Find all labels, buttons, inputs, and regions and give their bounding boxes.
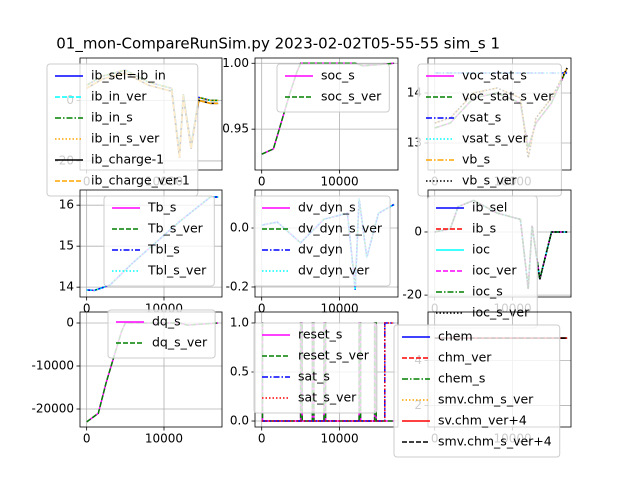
- series-line: [86, 69, 219, 155]
- legend-label: Tb_s: [147, 200, 176, 215]
- legend-label: vb_s: [462, 152, 490, 167]
- legend-label: ib_in_s_ver: [91, 131, 160, 146]
- legend-label: chm_ver: [438, 350, 492, 365]
- x-tick-label: 0: [258, 432, 266, 446]
- legend-box: [393, 324, 561, 458]
- legend-label: ib_sel: [472, 200, 507, 215]
- legend: dv_dyn_s dv_dyn_s_ver dv_dyn dv_dyn_ver: [253, 195, 391, 287]
- x-tick-label: 10000: [320, 175, 358, 189]
- legend-label: ib_s: [472, 221, 496, 236]
- legend-label: ioc_s: [472, 284, 503, 299]
- legend-label: vsat_s: [462, 110, 501, 125]
- legend-label: ib_charge_ver-1: [91, 173, 190, 188]
- y-tick-label: 1.0: [230, 315, 249, 329]
- legend-label: smv.chm_s_ver: [438, 392, 534, 407]
- legend-label: dv_dyn_ver: [298, 263, 370, 278]
- legend-label: smv.chm_s_ver+4: [438, 434, 552, 449]
- legend: chem chm_ver chem_s smv.chm_s_ver sv.chm_ver…: [393, 324, 561, 458]
- legend-label: Tbl_s_ver: [147, 263, 207, 278]
- figure-title: 01_mon-CompareRunSim.py 2023-02-02T05-55…: [56, 35, 500, 54]
- y-tick-label: 16: [59, 198, 74, 212]
- legend-label: dq_s: [152, 314, 181, 329]
- legend-label: voc_stat_s_ver: [462, 89, 554, 104]
- legend: voc_stat_s voc_stat_s_ver vsat_s vsat_s_ver…: [417, 63, 562, 197]
- legend-label: chem: [438, 329, 473, 344]
- legend-label: Tb_s_ver: [147, 221, 204, 236]
- y-tick-label: -20: [402, 288, 422, 302]
- legend-label: sat_s_ver: [298, 390, 357, 405]
- y-tick-label: 0: [414, 224, 422, 238]
- x-tick-label: 0: [258, 175, 266, 189]
- legend-label: dv_dyn_s: [298, 200, 356, 215]
- legend-label: ib_sel=ib_in: [91, 68, 166, 83]
- legend-label: ib_in_s: [91, 110, 133, 125]
- y-tick-label: 0.0: [230, 221, 249, 235]
- legend-label: sv.chm_ver+4: [438, 413, 527, 428]
- legend-label: reset_s: [298, 327, 342, 342]
- y-tick-label: 0: [66, 315, 74, 329]
- y-tick-label: 0.0: [230, 414, 249, 428]
- legend-label: ioc_ver: [472, 263, 517, 278]
- legend: reset_s reset_s_ver sat_s sat_s_ver: [253, 322, 378, 414]
- x-tick-label: 0: [83, 302, 91, 316]
- y-tick-label: -0.2: [226, 279, 249, 293]
- legend: soc_s soc_s_ver: [276, 63, 390, 113]
- x-tick-label: 0: [83, 432, 91, 446]
- x-tick-label: 10000: [145, 432, 183, 446]
- legend-label: dv_dyn: [298, 242, 343, 257]
- legend-label: reset_s_ver: [298, 348, 370, 363]
- axes-frame: [254, 57, 399, 171]
- legend-label: vb_s_ver: [462, 173, 517, 188]
- legend-label: ib_charge-1: [91, 152, 164, 167]
- legend-label: dv_dyn_s_ver: [298, 221, 383, 236]
- legend-box: [253, 322, 378, 414]
- legend-label: ib_in_ver: [91, 89, 147, 104]
- y-tick-label: 14: [59, 280, 74, 294]
- legend: dq_s dq_s_ver: [107, 309, 216, 359]
- series-line: [86, 72, 219, 158]
- y-tick-label: -10000: [31, 358, 74, 372]
- legend-label: vsat_s_ver: [462, 131, 529, 146]
- legend-label: soc_s: [321, 68, 355, 83]
- axes-frame: [79, 189, 223, 298]
- legend-label: chem_s: [438, 371, 485, 386]
- legend-label: dq_s_ver: [152, 335, 208, 350]
- y-tick-label: -20000: [31, 402, 74, 416]
- legend-label: Tbl_s: [147, 242, 180, 257]
- legend-label: voc_stat_s: [462, 68, 527, 83]
- legend: Tb_s Tb_s_ver Tbl_s Tbl_s_ver: [103, 195, 215, 287]
- x-tick-label: 10000: [320, 432, 358, 446]
- legend-label: soc_s_ver: [321, 89, 382, 104]
- legend: ib_sel=ib_in ib_in_ver ib_in_s ib_in_s_veri…: [46, 63, 199, 197]
- x-tick-label: 0: [258, 302, 266, 316]
- y-tick-label: 1.00: [222, 56, 249, 70]
- series-line: [261, 322, 395, 422]
- legend-label: sat_s: [298, 369, 330, 384]
- y-tick-label: 0.95: [222, 122, 249, 136]
- legend-label: ioc: [472, 242, 490, 257]
- legend-box: [103, 195, 215, 287]
- legend-box: [253, 195, 391, 287]
- y-tick-label: 15: [59, 239, 74, 253]
- y-tick-label: 0.5: [230, 365, 249, 379]
